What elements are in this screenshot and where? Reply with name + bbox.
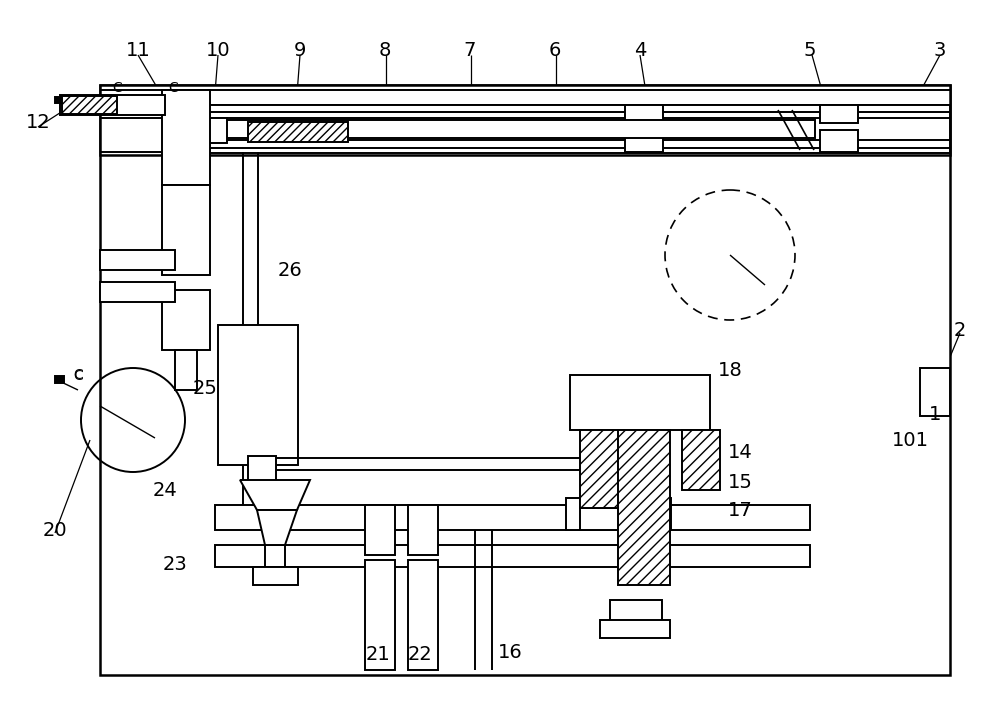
Bar [162,185,210,275]
Bar [625,105,663,123]
Bar [657,498,671,530]
Bar [218,325,298,465]
Bar [215,505,810,530]
Polygon shape [240,480,310,510]
Text: 21: 21 [366,646,390,665]
Text: 5: 5 [804,41,816,60]
Text: C: C [73,368,83,382]
Bar [682,430,720,490]
Bar [365,505,395,555]
Bar [820,105,858,123]
Bar [100,85,950,675]
Text: 1: 1 [929,406,941,425]
Text: 12: 12 [26,113,50,132]
Text: 4: 4 [634,41,646,60]
Bar [580,430,628,508]
Bar [185,118,227,143]
Text: 6: 6 [549,41,561,60]
Text: 23: 23 [163,555,187,574]
Bar [100,282,175,302]
Bar [566,498,580,530]
Bar [253,567,298,585]
Bar [60,95,165,115]
Text: 17: 17 [728,501,752,520]
Bar [625,130,663,152]
Bar [365,560,395,670]
Text: 2: 2 [954,320,966,339]
Bar [610,600,662,622]
Bar [175,105,950,153]
Text: 8: 8 [379,41,391,60]
Bar [162,290,210,350]
Bar [248,122,348,142]
Text: 24: 24 [153,481,177,500]
Bar [408,560,438,670]
Text: 18: 18 [718,360,742,379]
Bar [100,85,950,155]
Bar [62,96,117,114]
Text: 101: 101 [892,431,928,449]
Bar [408,505,438,555]
Bar [600,620,670,638]
Bar [162,90,210,185]
Bar [175,120,815,138]
Bar [55,376,64,383]
Text: C: C [168,81,178,95]
Text: 11: 11 [126,41,150,60]
Text: 25: 25 [193,379,217,398]
Text: C: C [73,369,83,383]
Bar [820,130,858,152]
Bar [572,508,657,530]
Bar [55,97,63,103]
Bar [618,430,670,585]
Text: 14: 14 [728,444,752,463]
Bar [920,368,950,416]
Text: 3: 3 [934,41,946,60]
Text: C: C [112,81,122,95]
Polygon shape [257,510,297,545]
Bar [215,545,810,567]
Bar [100,250,175,270]
Bar [175,350,197,390]
Bar [248,456,276,481]
Text: 16: 16 [498,643,522,662]
Text: 26: 26 [278,260,302,279]
Text: 20: 20 [43,520,67,539]
Bar [570,375,710,430]
Text: 15: 15 [728,472,752,491]
Text: 9: 9 [294,41,306,60]
Text: 10: 10 [206,41,230,60]
Text: 22: 22 [408,646,432,665]
Text: 7: 7 [464,41,476,60]
